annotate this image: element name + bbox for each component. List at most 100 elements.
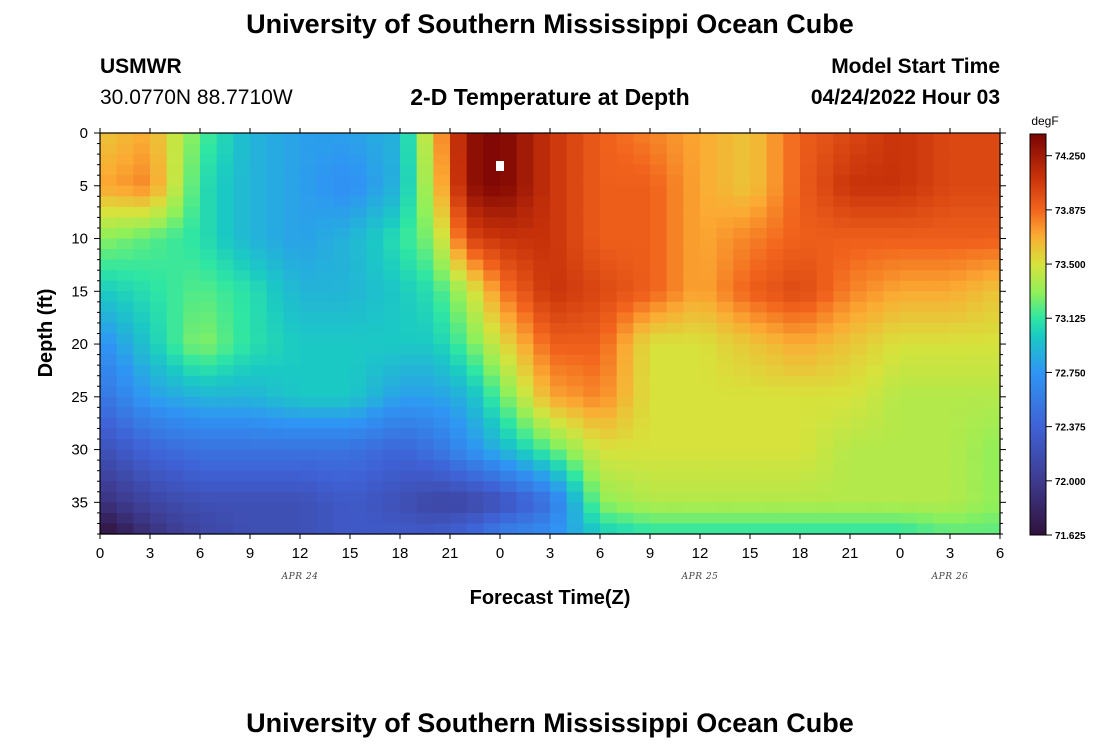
heatmap-cell (616, 206, 634, 219)
heatmap-cell (966, 301, 984, 313)
heatmap-cell (550, 270, 568, 282)
heatmap-cell (900, 439, 918, 451)
heatmap-cell (950, 502, 968, 514)
heatmap-cell (333, 375, 351, 387)
heatmap-cell (766, 407, 784, 419)
heatmap-cell (383, 344, 401, 356)
heatmap-cell (533, 206, 551, 219)
heatmap-cell (183, 417, 201, 430)
heatmap-cell (350, 206, 368, 219)
heatmap-cell (766, 175, 784, 187)
heatmap-cell (266, 322, 284, 335)
heatmap-cell (716, 154, 734, 166)
heatmap-cell (500, 365, 518, 377)
heatmap-cell (566, 460, 584, 472)
heatmap-cell (383, 196, 401, 208)
heatmap-cell (100, 512, 118, 525)
heatmap-cell (216, 238, 234, 250)
heatmap-cell (833, 143, 851, 155)
heatmap-cell (666, 365, 684, 377)
heatmap-cell (266, 280, 284, 292)
heatmap-cell (383, 449, 401, 461)
heatmap-cell (616, 227, 634, 240)
heatmap-cell (500, 375, 518, 387)
heatmap-cell (733, 386, 751, 398)
heatmap-cell (350, 470, 368, 482)
heatmap-cell (916, 291, 934, 303)
heatmap-cell (666, 523, 684, 535)
heatmap-cell (433, 206, 451, 219)
heatmap-cell (850, 238, 868, 250)
heatmap-cell (466, 354, 484, 366)
heatmap-cell (450, 291, 468, 303)
heatmap-cell (166, 375, 184, 387)
heatmap-cell (700, 143, 718, 155)
heatmap-cell (583, 206, 601, 219)
heatmap-cell (633, 354, 651, 366)
heatmap-cell (850, 417, 868, 430)
heatmap-cell (866, 143, 884, 155)
heatmap-cell (483, 154, 501, 166)
plot-title: 2-D Temperature at Depth (410, 84, 690, 110)
heatmap-cell (700, 333, 718, 345)
heatmap-cell (566, 259, 584, 271)
heatmap-cell (550, 396, 568, 408)
heatmap-cell (433, 491, 451, 503)
heatmap-cell (600, 417, 618, 430)
heatmap-cell (366, 291, 384, 303)
heatmap-cell (316, 502, 334, 514)
heatmap-cell (800, 354, 818, 366)
heatmap-cell (183, 175, 201, 187)
heatmap-cell (916, 227, 934, 240)
heatmap-cell (133, 460, 151, 472)
heatmap-cell (250, 133, 268, 145)
heatmap-cell (900, 460, 918, 472)
heatmap-cell (850, 185, 868, 197)
heatmap-cell (116, 312, 134, 324)
heatmap-cell (566, 227, 584, 240)
heatmap-cell (866, 280, 884, 292)
heatmap-cell (233, 354, 251, 366)
heatmap-cell (566, 523, 584, 535)
heatmap-cell (933, 322, 951, 335)
heatmap-cell (266, 333, 284, 345)
heatmap-cell (916, 154, 934, 166)
heatmap-cell (616, 344, 634, 356)
heatmap-cell (383, 396, 401, 408)
heatmap-cell (550, 206, 568, 219)
heatmap-cell (116, 449, 134, 461)
heatmap-cell (466, 439, 484, 451)
heatmap-cell (733, 396, 751, 408)
heatmap-cell (366, 270, 384, 282)
heatmap-cell (883, 481, 901, 493)
heatmap-cell (266, 502, 284, 514)
heatmap-cell (333, 460, 351, 472)
heatmap-cell (666, 312, 684, 324)
heatmap-cell (966, 491, 984, 503)
heatmap-cell (100, 270, 118, 282)
heatmap-cell (100, 417, 118, 430)
heatmap-cell (366, 502, 384, 514)
heatmap-cell (700, 185, 718, 197)
heatmap-cell (100, 249, 118, 261)
heatmap-cell (900, 227, 918, 240)
heatmap-cell (616, 291, 634, 303)
heatmap-cell (900, 428, 918, 440)
heatmap-cell (683, 396, 701, 408)
heatmap-cell (650, 133, 668, 145)
heatmap-cell (283, 249, 301, 261)
heatmap-cell (983, 512, 1001, 525)
heatmap-cell (150, 386, 168, 398)
heatmap-cell (366, 460, 384, 472)
heatmap-cell (866, 217, 884, 229)
heatmap-cell (733, 301, 751, 313)
heatmap-cell (816, 460, 834, 472)
heatmap-cell (433, 291, 451, 303)
heatmap-cell (533, 333, 551, 345)
heatmap-cell (683, 196, 701, 208)
heatmap-cell (400, 196, 418, 208)
heatmap-cell (783, 523, 801, 535)
heatmap-cell (433, 470, 451, 482)
heatmap-cell (883, 270, 901, 282)
heatmap-cell (766, 439, 784, 451)
